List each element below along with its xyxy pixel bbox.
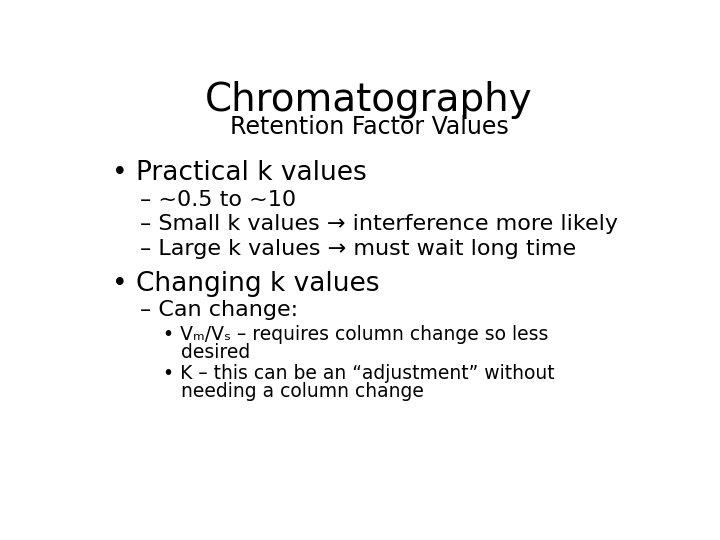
Text: Chromatography: Chromatography [205,82,533,119]
Text: • Vₘ/Vₛ – requires column change so less: • Vₘ/Vₛ – requires column change so less [163,325,548,343]
Text: • K – this can be an “adjustment” without: • K – this can be an “adjustment” withou… [163,364,554,383]
Text: needing a column change: needing a column change [163,382,423,401]
Text: • Changing k values: • Changing k values [112,271,380,296]
Text: – Can change:: – Can change: [140,300,298,320]
Text: – ~0.5 to ~10: – ~0.5 to ~10 [140,191,297,211]
Text: Retention Factor Values: Retention Factor Values [230,114,508,139]
Text: desired: desired [163,342,250,362]
Text: • Practical k values: • Practical k values [112,160,367,186]
Text: – Small k values → interference more likely: – Small k values → interference more lik… [140,214,618,234]
Text: – Large k values → must wait long time: – Large k values → must wait long time [140,239,576,259]
